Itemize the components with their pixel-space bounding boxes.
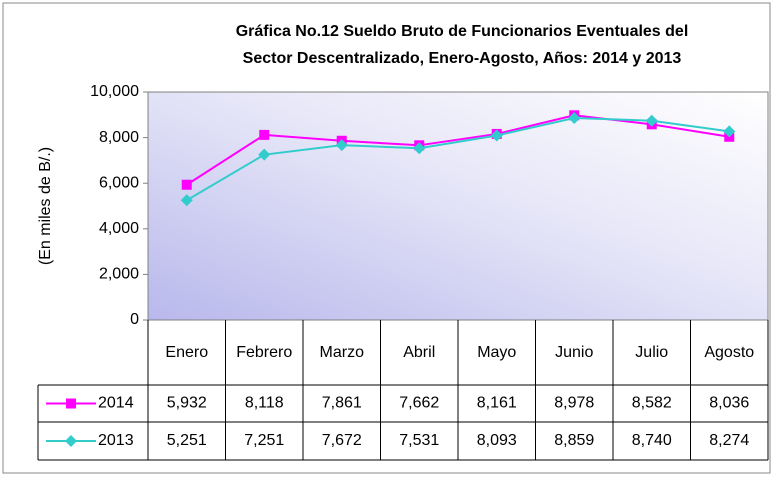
y-axis-label: (En miles de B/.) xyxy=(37,147,54,265)
legend-label: 2014 xyxy=(98,395,134,412)
table-value: 7,861 xyxy=(322,395,362,412)
chart-title: Sector Descentralizado, Enero-Agosto, Añ… xyxy=(243,50,682,67)
marker xyxy=(335,139,348,152)
y-tick-label: 10,000 xyxy=(90,83,139,100)
legend-marker xyxy=(65,435,77,447)
table-value: 8,978 xyxy=(554,395,594,412)
marker xyxy=(181,179,192,190)
table-value: 5,251 xyxy=(167,432,207,449)
y-tick-label: 8,000 xyxy=(99,129,139,146)
marker xyxy=(413,142,426,155)
category-label: Marzo xyxy=(320,344,365,361)
y-tick-label: 2,000 xyxy=(99,266,139,283)
table-value: 8,093 xyxy=(477,432,517,449)
table-value: 7,672 xyxy=(322,432,362,449)
y-tick-label: 6,000 xyxy=(99,174,139,191)
y-tick-label: 0 xyxy=(130,311,139,328)
marker xyxy=(259,129,270,140)
table-value: 8,740 xyxy=(632,432,672,449)
category-label: Abril xyxy=(403,344,435,361)
marker xyxy=(258,148,271,161)
table-value: 8,036 xyxy=(709,395,749,412)
table-value: 5,932 xyxy=(167,395,207,412)
category-label: Enero xyxy=(165,344,208,361)
category-label: Febrero xyxy=(236,344,292,361)
table-value: 8,859 xyxy=(554,432,594,449)
table-value: 7,662 xyxy=(399,395,439,412)
table-value: 7,251 xyxy=(244,432,284,449)
table-value: 8,161 xyxy=(477,395,517,412)
series-line xyxy=(186,114,730,186)
marker xyxy=(723,125,736,138)
series-line xyxy=(186,117,730,202)
marker xyxy=(180,194,193,207)
table-value: 8,582 xyxy=(632,395,672,412)
marker xyxy=(645,114,658,127)
marker xyxy=(568,112,581,125)
category-label: Agosto xyxy=(704,344,754,361)
y-tick-label: 4,000 xyxy=(99,220,139,237)
plot-area xyxy=(147,91,769,321)
category-label: Junio xyxy=(555,344,593,361)
marker xyxy=(490,129,503,142)
table-value: 8,274 xyxy=(709,432,749,449)
legend-label: 2013 xyxy=(98,432,134,449)
table-value: 8,118 xyxy=(245,395,284,412)
legend-marker xyxy=(66,398,76,409)
chart-title: Gráfica No.12 Sueldo Bruto de Funcionari… xyxy=(236,23,689,40)
table-value: 7,531 xyxy=(399,432,439,449)
category-label: Julio xyxy=(635,344,668,361)
category-label: Mayo xyxy=(477,344,516,361)
